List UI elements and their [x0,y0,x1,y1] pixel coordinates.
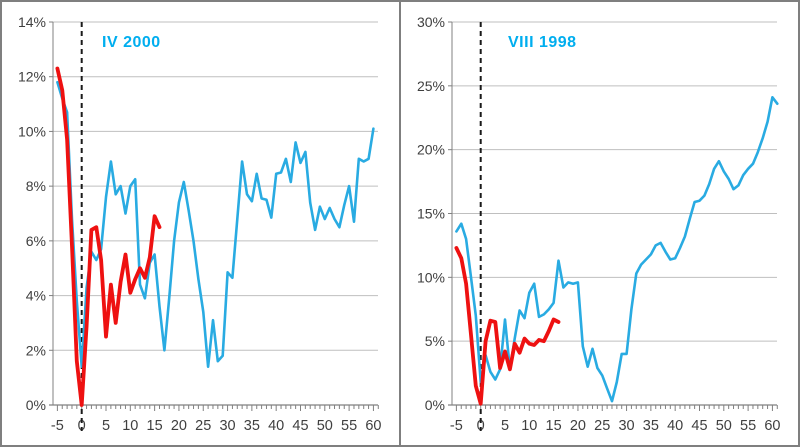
x-tick-label: 35 [244,418,260,434]
x-tick-label: 20 [570,418,586,434]
x-tick-label: 0 [78,418,86,434]
x-tick-label: 25 [594,418,610,434]
x-tick-label: 40 [667,418,683,434]
x-tick-label: 20 [171,418,187,434]
y-tick-label: 30% [417,14,445,30]
x-tick-label: 45 [691,418,707,434]
x-tick-label: 25 [195,418,211,434]
y-tick-label: 10% [18,123,46,139]
x-tick-label: 55 [341,418,357,434]
y-tick-label: 0% [26,397,46,413]
x-tick-label: 60 [365,418,381,434]
x-tick-label: 15 [147,418,163,434]
red-series-line [55,66,162,407]
chart-title: IV 2000 [102,34,161,51]
x-tick-label: 0 [477,418,485,434]
x-tick-label: 45 [292,418,308,434]
x-tick-label: 40 [268,418,284,434]
y-tick-label: 20% [417,142,445,158]
y-tick-label: 4% [26,288,46,304]
y-tick-label: 8% [26,178,46,194]
y-tick-label: 12% [18,69,46,85]
x-tick-label: -5 [51,418,64,434]
panel-divider [399,2,401,445]
x-tick-label: 10 [122,418,138,434]
chart-title: VIII 1998 [508,34,577,51]
y-tick-label: 2% [26,342,46,358]
blue-series-line [56,80,375,368]
y-tick-label: 6% [26,233,46,249]
x-tick-label: 5 [501,418,509,434]
x-tick-label: 5 [102,418,110,434]
x-tick-label: 30 [219,418,235,434]
x-tick-label: 60 [764,418,780,434]
x-tick-label: 10 [521,418,537,434]
chart-panel-iv-2000: IV 2000 0% 2% 4% 6% 8% 10% 12% 14% -5 0 5 10 15 20 25 3… [2,2,399,445]
x-tick-label: 30 [618,418,634,434]
chart-panel-viii-1998: VIII 1998 0% 5% 10% 15% 20% 25% 30% -5 0 5 10 15 20 2… [401,2,798,445]
y-tick-label: 15% [417,206,445,222]
y-tick-label: 10% [417,269,445,285]
x-tick-label: 15 [546,418,562,434]
x-tick-label: 55 [740,418,756,434]
line-chart-iv-2000: 0% 2% 4% 6% 8% 10% 12% 14% -5 0 5 10 15 20 25 30 35 40 45 5… [18,14,382,434]
y-tick-label: 0% [425,397,445,413]
x-tick-label: 50 [317,418,333,434]
x-tick-label: -5 [450,418,463,434]
y-tick-label: 25% [417,78,445,94]
y-tick-label: 14% [18,14,46,30]
red-series-line [454,246,561,406]
x-tick-label: 50 [716,418,732,434]
x-tick-label: 35 [643,418,659,434]
line-chart-viii-1998: 0% 5% 10% 15% 20% 25% 30% -5 0 5 10 15 20 25 30 35 40 45 5… [417,14,781,434]
y-tick-label: 5% [425,333,445,349]
